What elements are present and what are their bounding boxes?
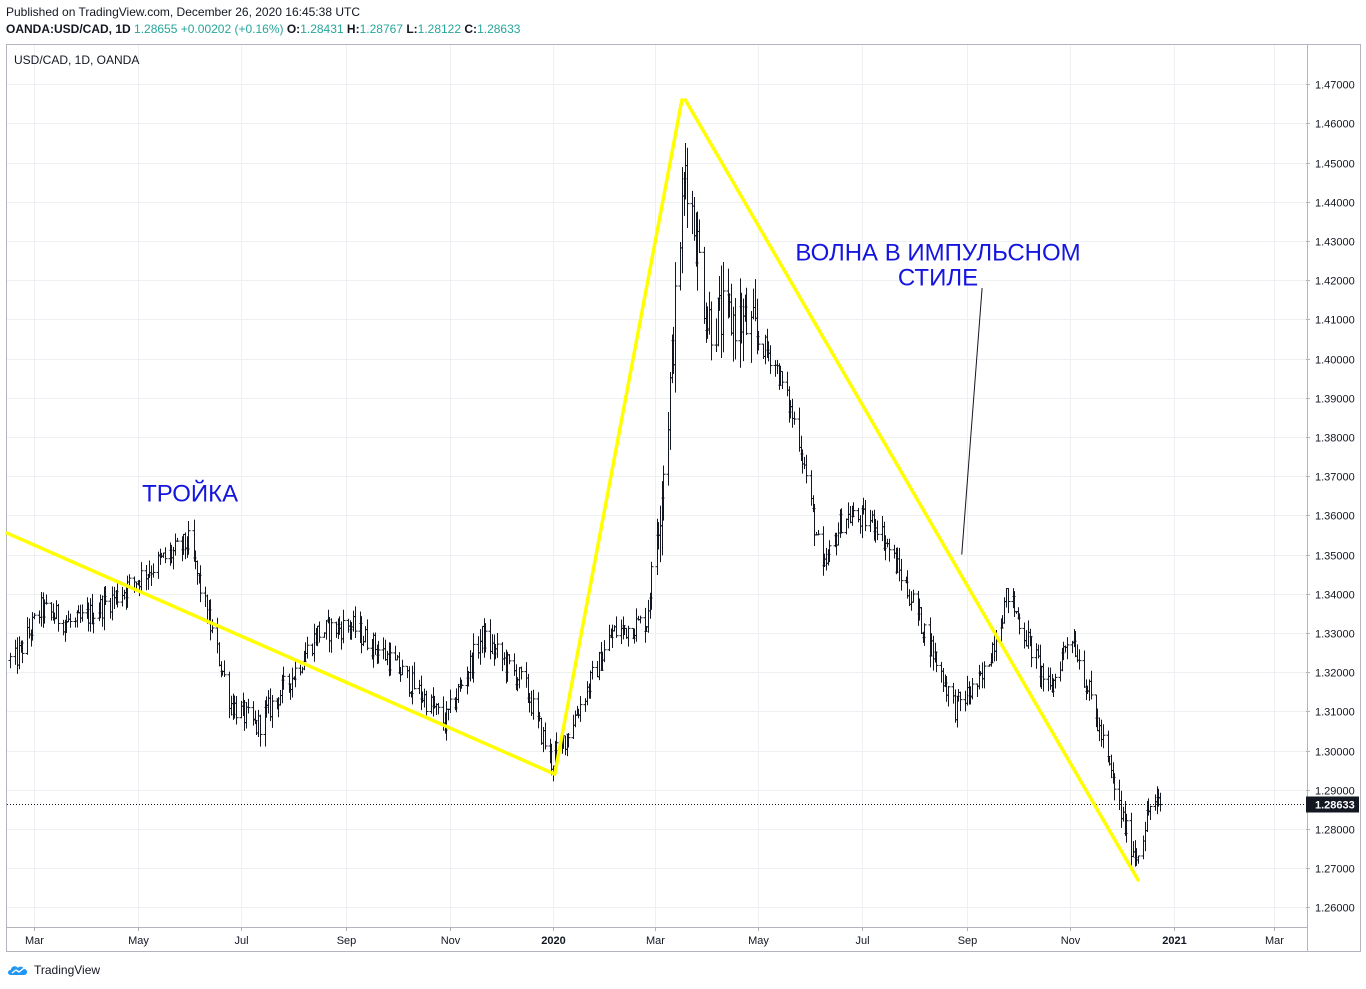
annotation-text[interactable]: ТРОЙКА [142,480,238,508]
x-tick-label[interactable]: Nov [1061,935,1081,947]
trendline[interactable] [553,98,684,776]
y-tick-label: 1.37000 [1315,472,1355,484]
y-tick-label: 1.28000 [1315,825,1355,837]
y-tick-label: 1.31000 [1315,707,1355,719]
low-label: L: [406,22,418,36]
high-value: 1.28767 [359,22,403,36]
y-tick-label: 1.26000 [1315,903,1355,915]
annotation-text[interactable]: ВОЛНА В ИМПУЛЬСНОМ [795,240,1080,267]
y-tick-label: 1.33000 [1315,629,1355,641]
y-tick-label: 1.27000 [1315,864,1355,876]
open-label: O: [286,22,301,36]
x-tick-label[interactable]: 2021 [1162,935,1186,947]
y-tick-label: 1.42000 [1315,276,1355,288]
price-change: +0.00202 (+0.16%) [180,22,284,36]
last-price: 1.28655 [134,22,178,36]
close-label: C: [464,22,478,36]
published-caption: Published on TradingView.com, December 2… [6,5,360,19]
y-tick-label: 1.45000 [1315,159,1355,171]
tradingview-cloud-icon [8,966,27,975]
y-tick-label: 1.29000 [1315,786,1355,798]
x-tick-label[interactable]: Sep [337,935,357,947]
y-tick-label: 1.47000 [1315,80,1355,92]
x-tick-label[interactable]: Nov [441,935,461,947]
trendline[interactable] [5,531,557,776]
grid [7,45,1306,927]
y-tick-label: 1.41000 [1315,315,1355,327]
x-tick-label[interactable]: Sep [958,935,978,947]
high-label: H: [346,22,360,36]
x-tick-label[interactable]: Jul [234,935,248,947]
current-price-label: 1.28633 [1315,800,1355,812]
current-price-tag [1306,796,1359,813]
symbol-label[interactable]: OANDA:USD/CAD, 1D [6,22,131,36]
y-tick-label: 1.38000 [1315,433,1355,445]
y-tick-label: 1.34000 [1315,590,1355,602]
time-axis[interactable]: Mar May Jul Sep Nov 2020 Mar May Jul Sep Nov 2021 Ma… [25,927,1284,947]
ohlc-header: OANDA:USD/CAD, 1D 1.28655 +0.00202 (+0.1… [6,22,520,36]
y-tick-label: 1.40000 [1315,355,1355,367]
chart-frame [6,44,1361,952]
x-tick-label[interactable]: Mar [646,935,665,947]
y-tick-label: 1.46000 [1315,119,1355,131]
callout-pointer[interactable] [961,288,983,555]
pane-title: USD/CAD, 1D, OANDA [14,53,139,67]
tradingview-brand: TradingView [34,963,101,977]
x-tick-label[interactable]: May [128,935,149,947]
ohlc-bars [7,143,1306,867]
y-tick-label: 1.32000 [1315,668,1355,680]
x-tick-label[interactable]: May [748,935,769,947]
y-tick-label: 1.35000 [1315,551,1355,563]
close-value: 1.28633 [477,22,521,36]
x-tick-label[interactable]: Jul [855,935,869,947]
low-value: 1.28122 [417,22,462,36]
x-tick-label[interactable]: Mar [1265,935,1284,947]
open-value: 1.28431 [300,22,344,36]
x-tick-label[interactable]: 2020 [541,935,565,947]
y-tick-label: 1.43000 [1315,237,1355,249]
tradingview-logo[interactable]: TradingView [6,962,100,978]
y-tick-label: 1.30000 [1315,747,1355,759]
annotation-text[interactable]: СТИЛЕ [898,265,978,292]
trendline[interactable] [683,98,1140,882]
x-tick-label[interactable]: Mar [25,935,44,947]
y-tick-label: 1.44000 [1315,198,1355,210]
y-tick-label: 1.36000 [1315,511,1355,523]
price-axis[interactable]: 1.26000 1.27000 1.28000 1.29000 1.30000 1.310… [1306,80,1359,915]
y-tick-label: 1.39000 [1315,394,1355,406]
